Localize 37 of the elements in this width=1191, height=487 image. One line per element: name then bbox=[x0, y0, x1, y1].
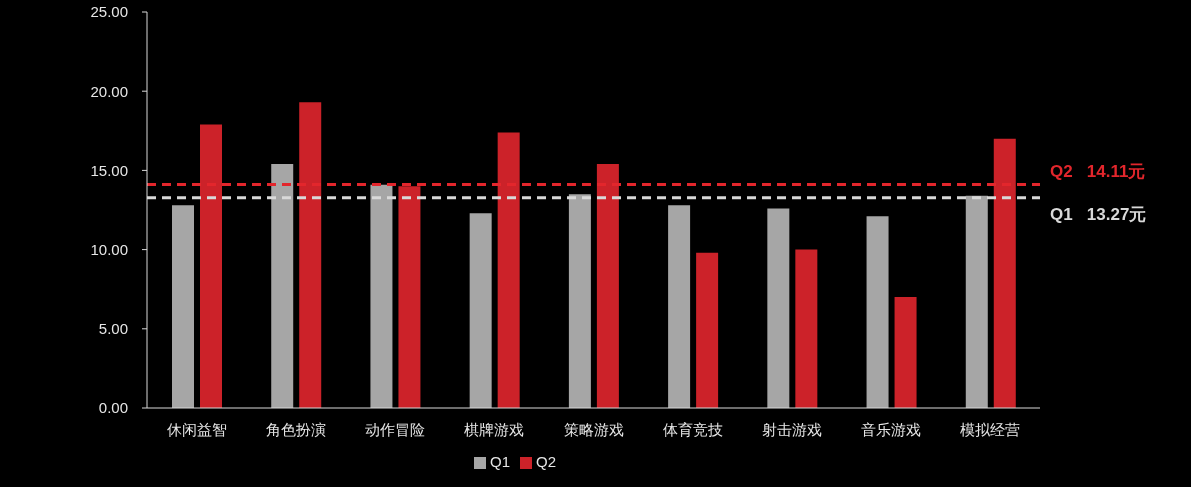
x-tick-label: 策略游戏 bbox=[563, 420, 624, 438]
y-tick-label: 0.00 bbox=[98, 399, 128, 417]
ref-line-label: Q2 14.11元 bbox=[1050, 162, 1146, 182]
x-tick-label: 体育竞技 bbox=[662, 420, 723, 438]
bar bbox=[993, 138, 1016, 408]
x-tick-label: 模拟经营 bbox=[960, 420, 1021, 438]
bar bbox=[299, 102, 322, 408]
bar bbox=[696, 252, 719, 408]
x-tick-label: 棋牌游戏 bbox=[464, 420, 525, 438]
bar bbox=[795, 249, 818, 408]
y-tick-label: 25.00 bbox=[90, 3, 128, 21]
bar bbox=[894, 297, 917, 408]
bar bbox=[596, 164, 619, 408]
bar bbox=[965, 195, 988, 408]
x-tick-label: 休闲益智 bbox=[166, 420, 227, 438]
y-tick-label: 5.00 bbox=[98, 320, 128, 338]
bar bbox=[172, 205, 194, 408]
bar bbox=[866, 216, 889, 408]
x-tick-label: 音乐游戏 bbox=[861, 420, 922, 438]
legend-label: Q2 bbox=[536, 453, 557, 470]
bar bbox=[370, 184, 393, 408]
x-tick-label: 角色扮演 bbox=[265, 420, 326, 438]
bar bbox=[568, 194, 591, 408]
legend-label: Q1 bbox=[489, 453, 510, 470]
x-tick-label: 动作冒险 bbox=[365, 420, 426, 438]
bar bbox=[398, 186, 421, 408]
x-tick-label: 射击游戏 bbox=[761, 420, 822, 438]
bar bbox=[469, 213, 492, 408]
y-tick-label: 10.00 bbox=[90, 240, 128, 258]
y-tick-label: 15.00 bbox=[90, 161, 128, 179]
bar bbox=[668, 205, 691, 408]
ref-line-label: Q1 13.27元 bbox=[1050, 204, 1147, 224]
bar bbox=[767, 208, 790, 408]
bar bbox=[200, 124, 222, 408]
bar bbox=[497, 132, 520, 408]
bar bbox=[271, 164, 294, 408]
y-tick-label: 20.00 bbox=[90, 82, 128, 100]
